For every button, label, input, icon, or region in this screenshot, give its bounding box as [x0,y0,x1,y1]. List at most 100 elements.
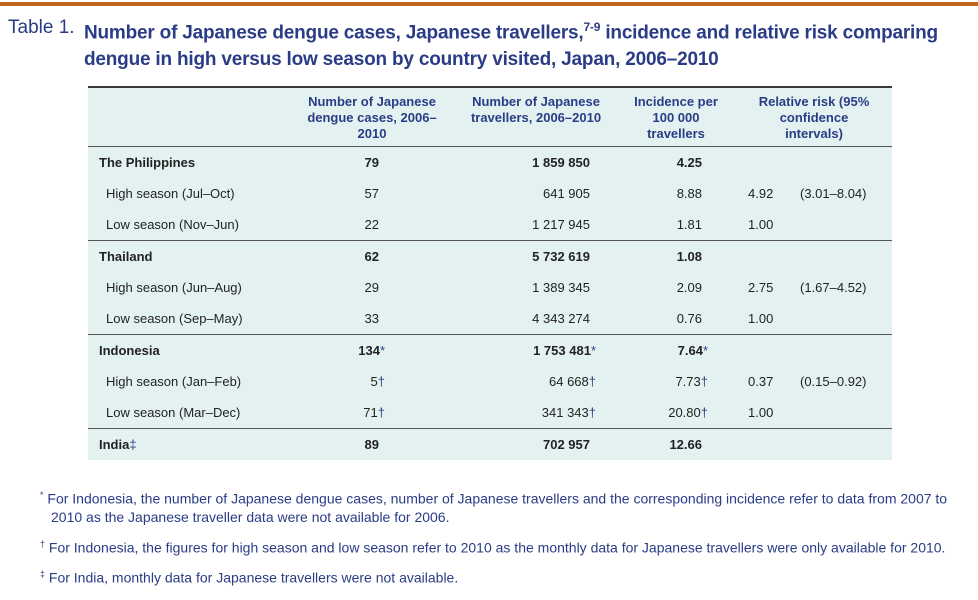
travellers-cell: 1 389 345 [456,272,616,303]
footnote-mark: ‡ [40,569,46,580]
travellers-cell: 341 343† [456,397,616,429]
incidence-cell-value: 1.08 [676,249,702,264]
confidence-interval: (3.01–8.04) [800,186,867,201]
row-label: High season (Jan–Feb) [88,366,288,397]
incidence-cell: 8.88 [616,178,736,209]
row-label-value: High season (Jul–Oct) [106,186,235,201]
relative-risk-value: 4.92 [748,186,774,201]
relative-risk-cell [736,428,892,460]
row-label-value: Indonesia [99,343,160,358]
incidence-cell-value: 1.81 [676,217,702,232]
incidence-cell-value: 12.66 [669,437,702,452]
row-label: Low season (Mar–Dec) [88,397,288,429]
footnote-mark: † [700,374,708,389]
cases-cell: 29 [288,272,456,303]
footnote-mark: † [588,405,596,420]
travellers-cell-value: 4 343 274 [532,311,590,326]
incidence-cell-value: 7.73 [675,374,701,389]
cases-cell-value: 71 [363,405,378,420]
incidence-cell: 0.76 [616,303,736,335]
footnote-mark: † [377,374,385,389]
table-title: Table 1. Number of Japanese dengue cases… [8,14,973,73]
travellers-cell-value: 1 753 481 [533,343,591,358]
relative-risk-cell [736,147,892,179]
footnote-mark: * [40,490,44,500]
incidence-cell: 12.66 [616,428,736,460]
cases-cell-value: 33 [364,311,379,326]
incidence-cell: 7.73† [616,366,736,397]
row-label-value: India [99,437,130,452]
travellers-cell: 641 905 [456,178,616,209]
footnote-text: For India, monthly data for Japanese tra… [48,569,459,586]
travellers-cell: 702 957 [456,428,616,460]
cases-cell: 89 [288,428,456,460]
table-row: High season (Jan–Feb) 5† 64 668† 7.73† 0.37(… [88,366,892,397]
row-label: India‡ [88,428,288,460]
row-label: Thailand [88,240,288,272]
column-header: Number of Japanese dengue cases, 2006–20… [288,88,456,147]
row-label-value: High season (Jun–Aug) [106,280,242,295]
table-row: The Philippines 79 1 859 850 4.25 [88,147,892,179]
row-label-value: Thailand [99,249,153,264]
relative-risk-value: 1.00 [748,311,774,326]
row-label: The Philippines [88,147,288,179]
table-row: High season (Jul–Oct) 57 641 905 8.88 4.92 (3… [88,178,892,209]
cases-cell-value: 57 [364,186,379,201]
row-label: Low season (Sep–May) [88,303,288,335]
travellers-cell-value: 341 343 [541,405,589,420]
footnote-mark: † [588,374,596,389]
footnote-mark: ‡ [129,437,137,452]
confidence-interval: (0.15–0.92) [800,374,867,389]
table-row: High season (Jun–Aug) 29 1 389 345 2.09 2.75… [88,272,892,303]
travellers-cell-value: 641 905 [543,186,590,201]
travellers-cell: 1 753 481* [456,334,616,366]
relative-risk-value: 2.75 [748,280,774,295]
cases-cell: 5† [288,366,456,397]
footnote-text: For Indonesia, the figures for high seas… [48,539,946,556]
relative-risk-cell: 1.00 [736,397,892,429]
cases-cell: 71† [288,397,456,429]
cases-cell-value: 79 [364,155,379,170]
row-label: Low season (Nov–Jun) [88,209,288,241]
table-row: Indonesia 134* 1 753 481* 7.64* [88,334,892,366]
relative-risk-cell: 1.00 [736,303,892,335]
relative-risk-cell [736,334,892,366]
footnotes: * For Indonesia, the number of Japanese … [40,486,950,596]
travellers-cell-value: 1 389 345 [532,280,590,295]
title-text: Number of Japanese dengue cases, Japanes… [84,22,584,44]
row-label-value: The Philippines [99,155,196,170]
top-rule [0,2,978,6]
cases-cell: 33 [288,303,456,335]
travellers-cell-value: 702 957 [543,437,590,452]
relative-risk-value: 0.37 [748,374,774,389]
incidence-cell-value: 0.76 [676,311,702,326]
incidence-cell-value: 8.88 [676,186,702,201]
incidence-cell-value: 20.80 [668,405,701,420]
cases-cell-value: 29 [364,280,379,295]
row-label: High season (Jul–Oct) [88,178,288,209]
incidence-cell-value: 7.64 [677,343,703,358]
travellers-cell-value: 5 732 619 [532,249,590,264]
footnote-mark: * [702,343,708,358]
cases-cell-value: 22 [364,217,379,232]
relative-risk-value: 1.00 [748,405,774,420]
table-row: Low season (Sep–May) 33 4 343 274 0.76 1.00 [88,303,892,335]
travellers-cell: 64 668† [456,366,616,397]
footnote: ‡ For India, monthly data for Japanese t… [40,565,950,587]
incidence-cell: 2.09 [616,272,736,303]
relative-risk-cell [736,240,892,272]
column-header: Number of Japanese travellers, 2006–2010 [456,88,616,147]
title-text-continued: incidence and relative risk comparing de… [84,22,938,71]
cases-cell: 134* [288,334,456,366]
footnote-mark: † [40,538,46,549]
cases-cell: 62 [288,240,456,272]
confidence-interval: (1.67–4.52) [800,280,867,295]
cases-cell-value: 62 [364,249,379,264]
incidence-cell-value: 4.25 [676,155,702,170]
footnote-text: For Indonesia, the number of Japanese de… [47,490,948,525]
table-row: Low season (Nov–Jun) 22 1 217 945 1.81 1.00 [88,209,892,241]
row-label-value: Low season (Mar–Dec) [106,405,241,420]
footnote-mark: † [377,405,385,420]
footnote-mark: * [379,343,385,358]
relative-risk-cell: 2.75 (1.67–4.52) [736,272,892,303]
